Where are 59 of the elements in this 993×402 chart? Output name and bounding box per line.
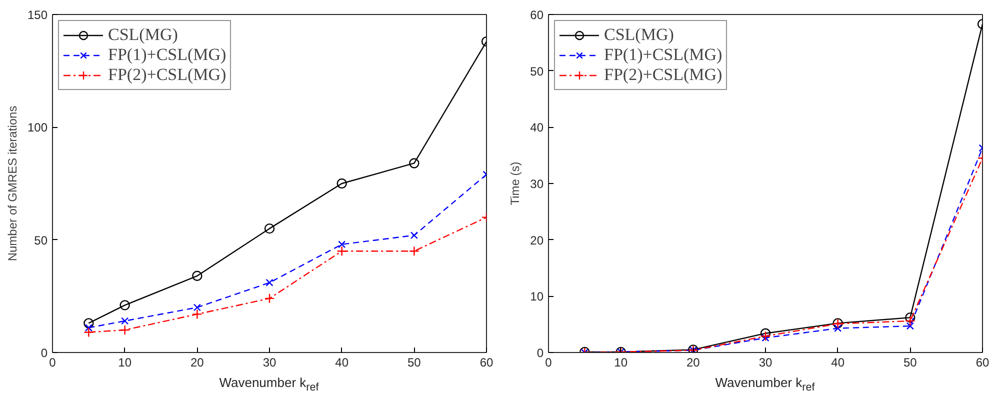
x-tick-label: 50: [903, 356, 918, 370]
y-tick-label: 50: [34, 233, 48, 248]
point: [266, 278, 274, 286]
point: [834, 324, 842, 332]
point: [760, 331, 771, 342]
legend-label: CSL(MG): [108, 25, 178, 45]
point: [193, 304, 201, 312]
legend-label: CSL(MG): [604, 25, 674, 45]
y-tick-label: 50: [530, 64, 544, 78]
point: [410, 232, 418, 240]
point: [762, 334, 770, 342]
x-tick-label: 50: [407, 356, 422, 370]
point: [336, 178, 347, 189]
x-tick-label: 30: [758, 356, 772, 370]
y-tick-label: 30: [530, 177, 544, 191]
legend-label: FP(1)+CSL(MG): [108, 45, 226, 65]
y-tick-label: 0: [536, 346, 544, 360]
point: [84, 318, 94, 328]
x-tick-label: 10: [614, 356, 628, 370]
x-tick-label: 60: [976, 356, 990, 370]
y-tick-label: 40: [530, 120, 544, 135]
y-tick-label: 100: [27, 120, 48, 135]
x-tick-label: 60: [480, 356, 494, 370]
y-tick-label: 10: [530, 290, 544, 304]
x-tick-label: 40: [335, 356, 349, 370]
point: [84, 327, 94, 338]
y-tick-label: 20: [530, 233, 544, 248]
point: [906, 322, 914, 330]
x-tick-label: 20: [190, 356, 204, 370]
legend-label: FP(2)+CSL(MG): [108, 65, 226, 85]
point: [192, 270, 202, 281]
point: [264, 223, 275, 234]
y-axis-title: Number of GMRES iterations: [5, 106, 20, 262]
point: [336, 246, 347, 256]
x-tick-label: 40: [831, 356, 845, 370]
x-tick-label: 20: [686, 356, 700, 370]
x-tick-label: 0: [545, 356, 552, 370]
point: [121, 317, 129, 325]
x-tick-label: 10: [118, 356, 132, 370]
legend-label: FP(2)+CSL(MG): [604, 65, 722, 85]
x-axis-title: Wavenumber k$_{ref}$: [219, 375, 319, 395]
y-tick-label: 150: [27, 8, 48, 22]
point: [905, 312, 916, 323]
point: [192, 309, 202, 320]
x-tick-label: 30: [262, 356, 276, 370]
point: [409, 246, 420, 256]
point: [120, 324, 130, 336]
y-tick-label: 0: [40, 346, 48, 360]
x-tick-label: 0: [49, 356, 56, 370]
point: [84, 324, 92, 332]
point: [120, 300, 130, 310]
y-tick-label: 60: [530, 8, 544, 22]
y-axis-title: Time (s): [508, 162, 522, 206]
x-axis-title: Wavenumber k$_{ref}$: [715, 375, 815, 395]
point: [264, 293, 275, 304]
point: [338, 240, 346, 248]
legend-label: FP(1)+CSL(MG): [604, 45, 722, 65]
point: [905, 316, 916, 326]
point: [409, 158, 420, 168]
